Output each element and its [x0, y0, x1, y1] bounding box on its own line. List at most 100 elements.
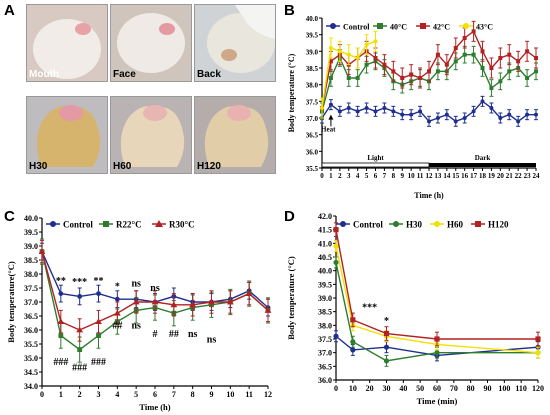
- y-tick-label: 37.5: [306, 98, 319, 106]
- y-tick-label: 36.5: [318, 362, 332, 371]
- significance-mark: ###: [91, 357, 106, 368]
- significance-mark: ###: [53, 357, 68, 368]
- x-tick-label: 70: [450, 384, 458, 393]
- x-tick-label: 5: [134, 390, 138, 399]
- x-tick-label: 110: [515, 384, 527, 393]
- data-point: [151, 298, 159, 305]
- data-point: [400, 112, 405, 117]
- x-tick-label: 50: [416, 384, 424, 393]
- data-point: [453, 46, 458, 50]
- y-tick-label: 40.0: [306, 15, 319, 23]
- data-point: [350, 347, 356, 353]
- y-tick-label: 39.5: [318, 280, 332, 289]
- y-tick-label: 36.5: [24, 312, 38, 321]
- y-tick-label: 41.0: [318, 239, 332, 248]
- photo-label: Face: [113, 69, 136, 80]
- y-tick-label: 37.0: [306, 115, 319, 123]
- data-point: [391, 109, 396, 114]
- data-point: [170, 301, 178, 308]
- x-tick-label: 9: [210, 390, 214, 399]
- light-bar: [321, 162, 430, 168]
- x-tick-label: 11: [245, 390, 253, 399]
- photo-label: H30: [29, 161, 48, 172]
- data-point: [377, 23, 383, 29]
- data-point: [132, 298, 140, 305]
- data-point: [507, 69, 512, 74]
- photo-image: [36, 105, 101, 167]
- legend-label: Control: [63, 220, 93, 230]
- x-tick-label: 3: [347, 172, 351, 180]
- significance-mark: **: [94, 276, 104, 287]
- data-point: [58, 333, 64, 338]
- data-point: [373, 109, 378, 114]
- data-point: [475, 221, 481, 227]
- y-tick-label: 36.0: [318, 376, 332, 385]
- data-point: [333, 243, 339, 249]
- y-tick-label: 38.5: [24, 256, 38, 265]
- series-0: [320, 95, 538, 127]
- x-tick-label: 22: [515, 172, 523, 180]
- data-point: [364, 42, 369, 47]
- data-point: [337, 109, 342, 114]
- y-axis-label: Body temperature(°C): [6, 261, 16, 343]
- data-point: [471, 29, 476, 34]
- significance-mark: ns: [207, 335, 217, 346]
- y-tick-label: 38.5: [306, 65, 319, 73]
- x-tick-label: 20: [366, 384, 374, 393]
- photo-image: [204, 105, 269, 167]
- data-point: [76, 326, 84, 333]
- data-point: [50, 221, 56, 227]
- data-point: [409, 72, 414, 77]
- x-tick-label: 7: [172, 390, 176, 399]
- x-tick-label: 40: [399, 384, 407, 393]
- series-1: [333, 256, 541, 367]
- data-point: [333, 333, 339, 339]
- data-point: [535, 336, 541, 342]
- photo-h30: H30: [26, 96, 108, 174]
- y-tick-label: 41.5: [318, 226, 332, 235]
- data-point: [114, 296, 120, 302]
- x-tick-label: 3: [97, 390, 101, 399]
- data-point: [535, 350, 541, 356]
- data-point: [113, 309, 121, 316]
- data-point: [418, 76, 423, 80]
- y-tick-label: 39.0: [306, 48, 319, 56]
- y-tick-label: 36.0: [306, 148, 319, 156]
- x-tick-label: 16: [461, 172, 469, 180]
- data-point: [434, 336, 440, 342]
- x-tick-label: 8: [191, 390, 195, 399]
- data-point: [96, 291, 101, 296]
- data-point: [350, 317, 356, 323]
- significance-mark: **: [56, 276, 66, 287]
- data-point: [427, 69, 431, 74]
- photo-image: [117, 13, 185, 73]
- significance-mark: ns: [150, 283, 160, 294]
- data-point: [330, 23, 336, 29]
- y-tick-label: 35.5: [24, 340, 38, 349]
- photo-image: [33, 19, 101, 79]
- x-tick-label: 13: [434, 172, 442, 180]
- y-tick-label: 38.0: [306, 82, 319, 90]
- data-point: [507, 112, 512, 117]
- series-2: [38, 239, 272, 342]
- x-tick-label: 100: [498, 384, 510, 393]
- x-tick-label: 5: [365, 172, 369, 180]
- data-point: [507, 52, 512, 57]
- legend-label: H60: [447, 220, 464, 230]
- data-point: [264, 307, 272, 313]
- photo-face: Face: [110, 4, 192, 82]
- data-point: [328, 46, 333, 50]
- data-point: [383, 358, 390, 364]
- x-tick-label: 4: [115, 390, 119, 399]
- panel-letter-a: A: [4, 2, 15, 19]
- x-tick-label: 2: [78, 390, 82, 399]
- data-point: [480, 49, 485, 54]
- significance-mark: *: [115, 281, 120, 292]
- data-point: [328, 76, 333, 80]
- y-tick-label: 36.0: [24, 326, 38, 335]
- x-axis-label: Time (h): [139, 402, 170, 412]
- significance-mark: ###: [72, 363, 87, 374]
- chart-b: 35.5 36.0 36.5 37.0 37.5 38.0 38.5 39.0 39.5 40.0…: [287, 15, 540, 200]
- x-axis-label: Time (min): [417, 396, 458, 406]
- data-point: [498, 79, 503, 84]
